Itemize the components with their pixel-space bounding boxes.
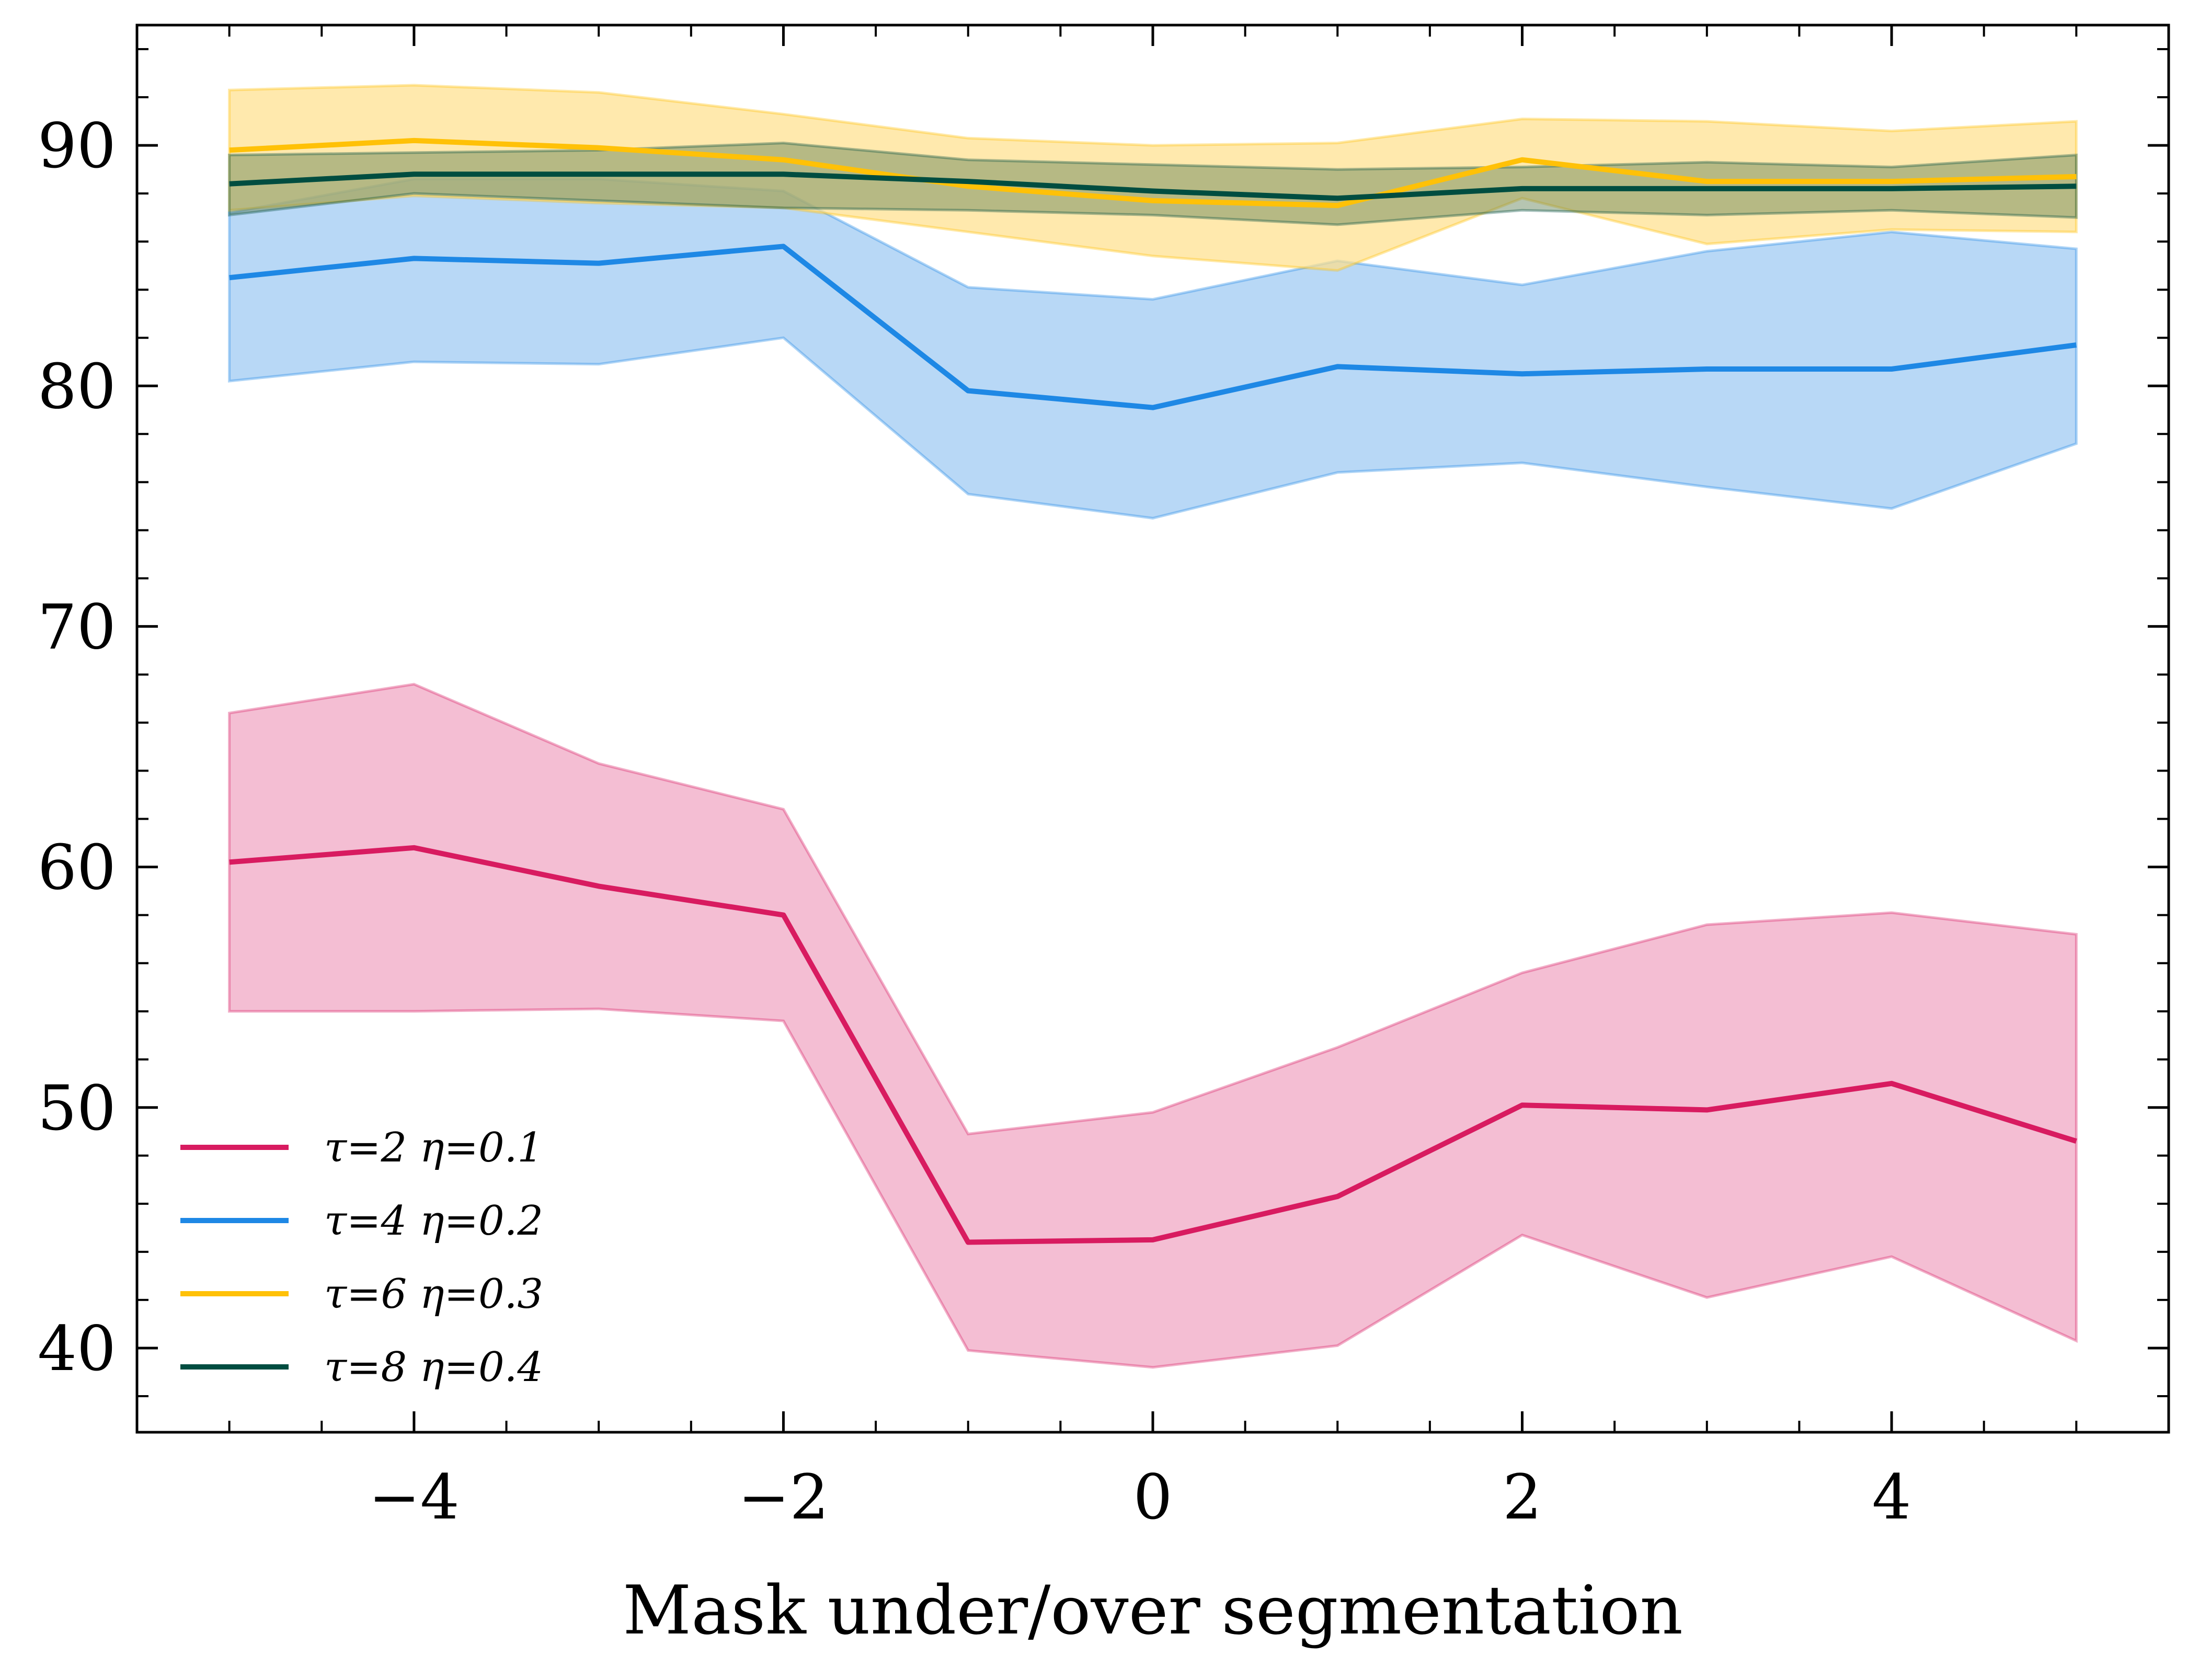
line-series-1: [229, 845, 2077, 1245]
y-tick-label: 50: [38, 1072, 116, 1144]
line-series-3: [229, 137, 2077, 209]
legend-label-4: τ=8 η=0.4: [324, 1344, 543, 1391]
axis-ticks: [137, 25, 2169, 1432]
series-lines: [229, 137, 2077, 1245]
band-series-2: [228, 178, 2078, 520]
y-tick-label: 90: [38, 110, 116, 182]
y-tick-label: 70: [38, 591, 116, 663]
y-tick-label: 40: [38, 1313, 116, 1385]
y-tick-label: 60: [38, 832, 116, 904]
x-tick-label: 4: [1872, 1461, 1911, 1533]
confidence-bands: [228, 84, 2078, 1369]
x-tick-label: 0: [1133, 1461, 1172, 1533]
band-series-1: [228, 683, 2078, 1369]
y-tick-label: 80: [38, 350, 116, 422]
legend-label-2: τ=4 η=0.2: [324, 1198, 543, 1245]
plot-frame: [135, 24, 2170, 1434]
x-axis-title: Mask under/over segmentation: [623, 1572, 1683, 1650]
tick-labels: −4 −2 0 2 4 40 50 60 70 80 90: [38, 110, 1911, 1533]
legend-label-3: τ=6 η=0.3: [324, 1271, 543, 1318]
line-series-4: [229, 171, 2077, 201]
band-series-3: [228, 84, 2078, 272]
line-series-2: [229, 244, 2077, 410]
legend: τ=2 η=0.1 τ=4 η=0.2 τ=6 η=0.3 τ=8 η=0.4: [180, 1124, 543, 1391]
x-tick-label: −2: [738, 1461, 829, 1533]
x-tick-label: −4: [369, 1461, 460, 1533]
x-tick-label: 2: [1503, 1461, 1542, 1533]
band-series-4: [228, 141, 2078, 226]
legend-label-1: τ=2 η=0.1: [324, 1124, 543, 1171]
